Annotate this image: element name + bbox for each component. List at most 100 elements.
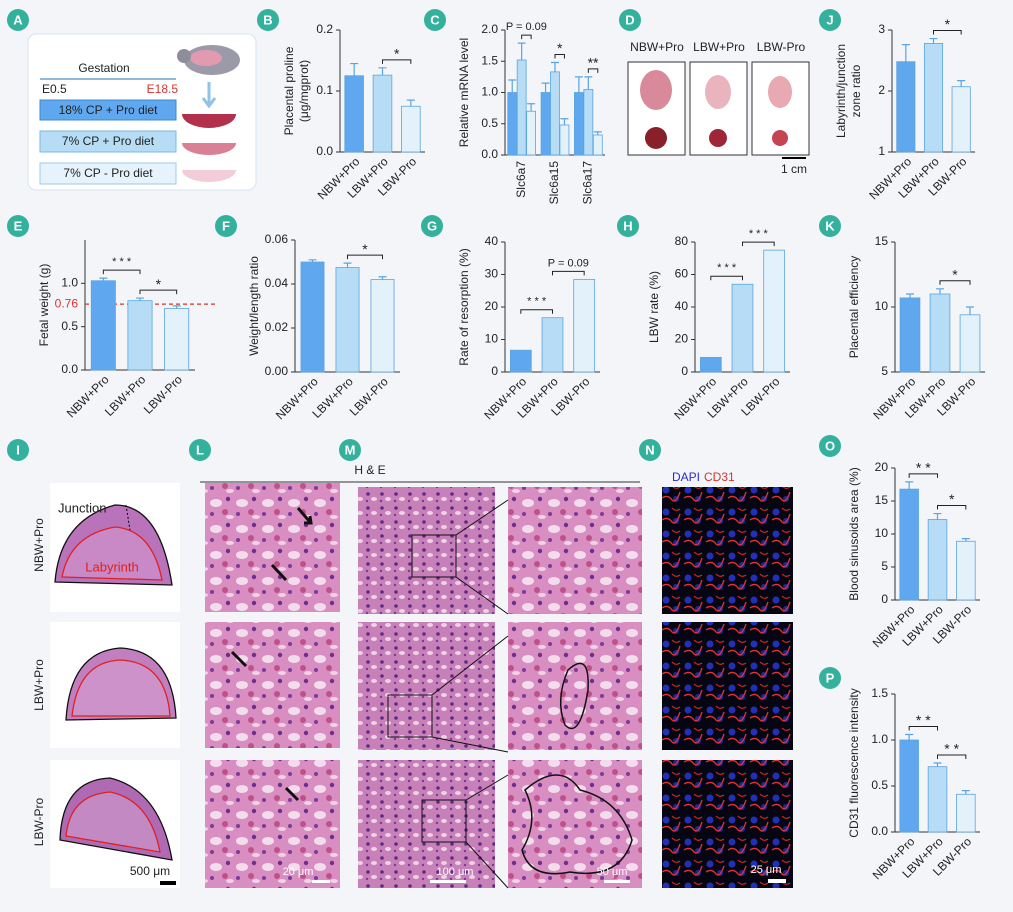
panel-l: 20 μm	[205, 483, 340, 888]
zoom-box	[421, 799, 467, 843]
bar	[899, 488, 919, 601]
significance-bracket	[382, 59, 412, 64]
significance-bracket	[139, 289, 178, 295]
row-label: NBW+Pro	[32, 518, 46, 572]
error-bar	[551, 61, 559, 72]
micrograph	[205, 760, 340, 888]
diet-label: 18% CP + Pro diet	[59, 103, 159, 117]
panel-letter: F	[222, 218, 230, 233]
bar	[959, 314, 981, 373]
stain-label: H & E	[354, 463, 385, 477]
bar	[509, 349, 532, 373]
error-bar	[905, 481, 914, 490]
y-tick-label: 0.0	[61, 362, 78, 376]
x-tick-label: Slc6a7	[514, 161, 528, 198]
bar	[956, 793, 976, 833]
panel-letter-badge	[189, 439, 211, 461]
bar	[592, 134, 603, 156]
panel-letter-badge	[257, 9, 279, 31]
outline	[559, 662, 589, 730]
panel-letter: B	[263, 12, 272, 27]
fluorescence-image	[662, 487, 793, 614]
panel-letter: G	[427, 218, 437, 233]
cd31-label: CD31	[704, 470, 735, 484]
error-bar	[933, 762, 942, 767]
start-label: E0.5	[42, 82, 67, 96]
error-bar	[933, 512, 942, 520]
embryo	[640, 70, 672, 110]
significance-label: *	[557, 40, 563, 56]
significance-label: *	[394, 46, 400, 62]
error-bar	[906, 293, 914, 298]
placenta	[709, 129, 727, 147]
outline	[521, 774, 633, 875]
bar	[956, 540, 976, 601]
y-tick-label: 0.2	[316, 22, 333, 36]
error-bar	[527, 103, 536, 112]
significance-bracket	[710, 275, 743, 281]
panel-letter: I	[16, 442, 20, 457]
significance-bracket	[937, 754, 967, 759]
micrograph	[508, 760, 642, 888]
y-tick-label: 0	[491, 364, 498, 378]
micrograph	[508, 487, 642, 614]
y-tick-label: 1.5	[481, 53, 498, 67]
error-bar	[961, 538, 970, 542]
error-bar	[99, 277, 108, 281]
scale-bar	[430, 880, 466, 883]
significance-label: **	[588, 55, 599, 71]
y-axis-label: Relative mRNA level	[457, 38, 471, 147]
panel-letter: E	[14, 218, 23, 233]
panel-letter: A	[13, 12, 23, 27]
y-tick-label: 0.0	[871, 824, 888, 838]
arrow	[201, 82, 217, 109]
y-tick-label: 1	[878, 144, 885, 158]
panel-n: DAPI CD31 25 μm	[662, 470, 793, 888]
y-tick-label: 0.1	[316, 83, 333, 97]
placenta	[182, 114, 236, 128]
y-tick-label: 0.02	[265, 320, 289, 334]
scale-bar	[312, 880, 330, 883]
panel-letter-badge	[7, 215, 29, 237]
error-bar	[172, 305, 181, 309]
y-tick-label: 0.06	[265, 232, 289, 246]
y-axis-label: Placental efficiency	[847, 256, 861, 359]
bar	[335, 267, 360, 373]
panel-letter: C	[430, 12, 440, 27]
significance-label: *	[952, 267, 958, 283]
y-tick-label: 2.0	[481, 22, 498, 36]
arrow	[284, 786, 300, 802]
error-bar	[966, 306, 974, 315]
scale-label: 1 cm	[781, 162, 807, 176]
bar	[540, 92, 551, 156]
panel-letter-badge	[819, 9, 841, 31]
reference-label: 0.76	[55, 296, 79, 310]
error-bar	[308, 259, 317, 262]
y-tick-label: 0.0	[316, 144, 333, 158]
error-bar	[593, 131, 602, 135]
panel-letter: J	[826, 12, 833, 27]
y-tick-label: 15	[875, 234, 889, 248]
diet-label: 7% CP + Pro diet	[62, 134, 155, 148]
bar	[699, 356, 722, 373]
placenta	[772, 130, 788, 146]
row-label: LBW-Pro	[32, 797, 46, 846]
bar	[507, 92, 518, 156]
scale-label: 100 μm	[437, 866, 474, 878]
significance-bracket	[554, 54, 565, 59]
significance-label: * * *	[527, 296, 547, 308]
y-tick-label: 5	[881, 559, 888, 573]
significance-bracket	[937, 505, 967, 510]
micrograph	[205, 483, 340, 612]
bar	[923, 43, 944, 153]
significance-label: * *	[916, 712, 931, 728]
error-bar	[406, 99, 415, 107]
bar	[763, 249, 786, 373]
bar	[583, 88, 594, 156]
panel-letter-badge	[819, 215, 841, 237]
bar	[574, 92, 584, 156]
significance-bracket	[102, 269, 141, 275]
bar	[300, 261, 325, 373]
y-axis-label: Placental proline	[282, 46, 296, 135]
